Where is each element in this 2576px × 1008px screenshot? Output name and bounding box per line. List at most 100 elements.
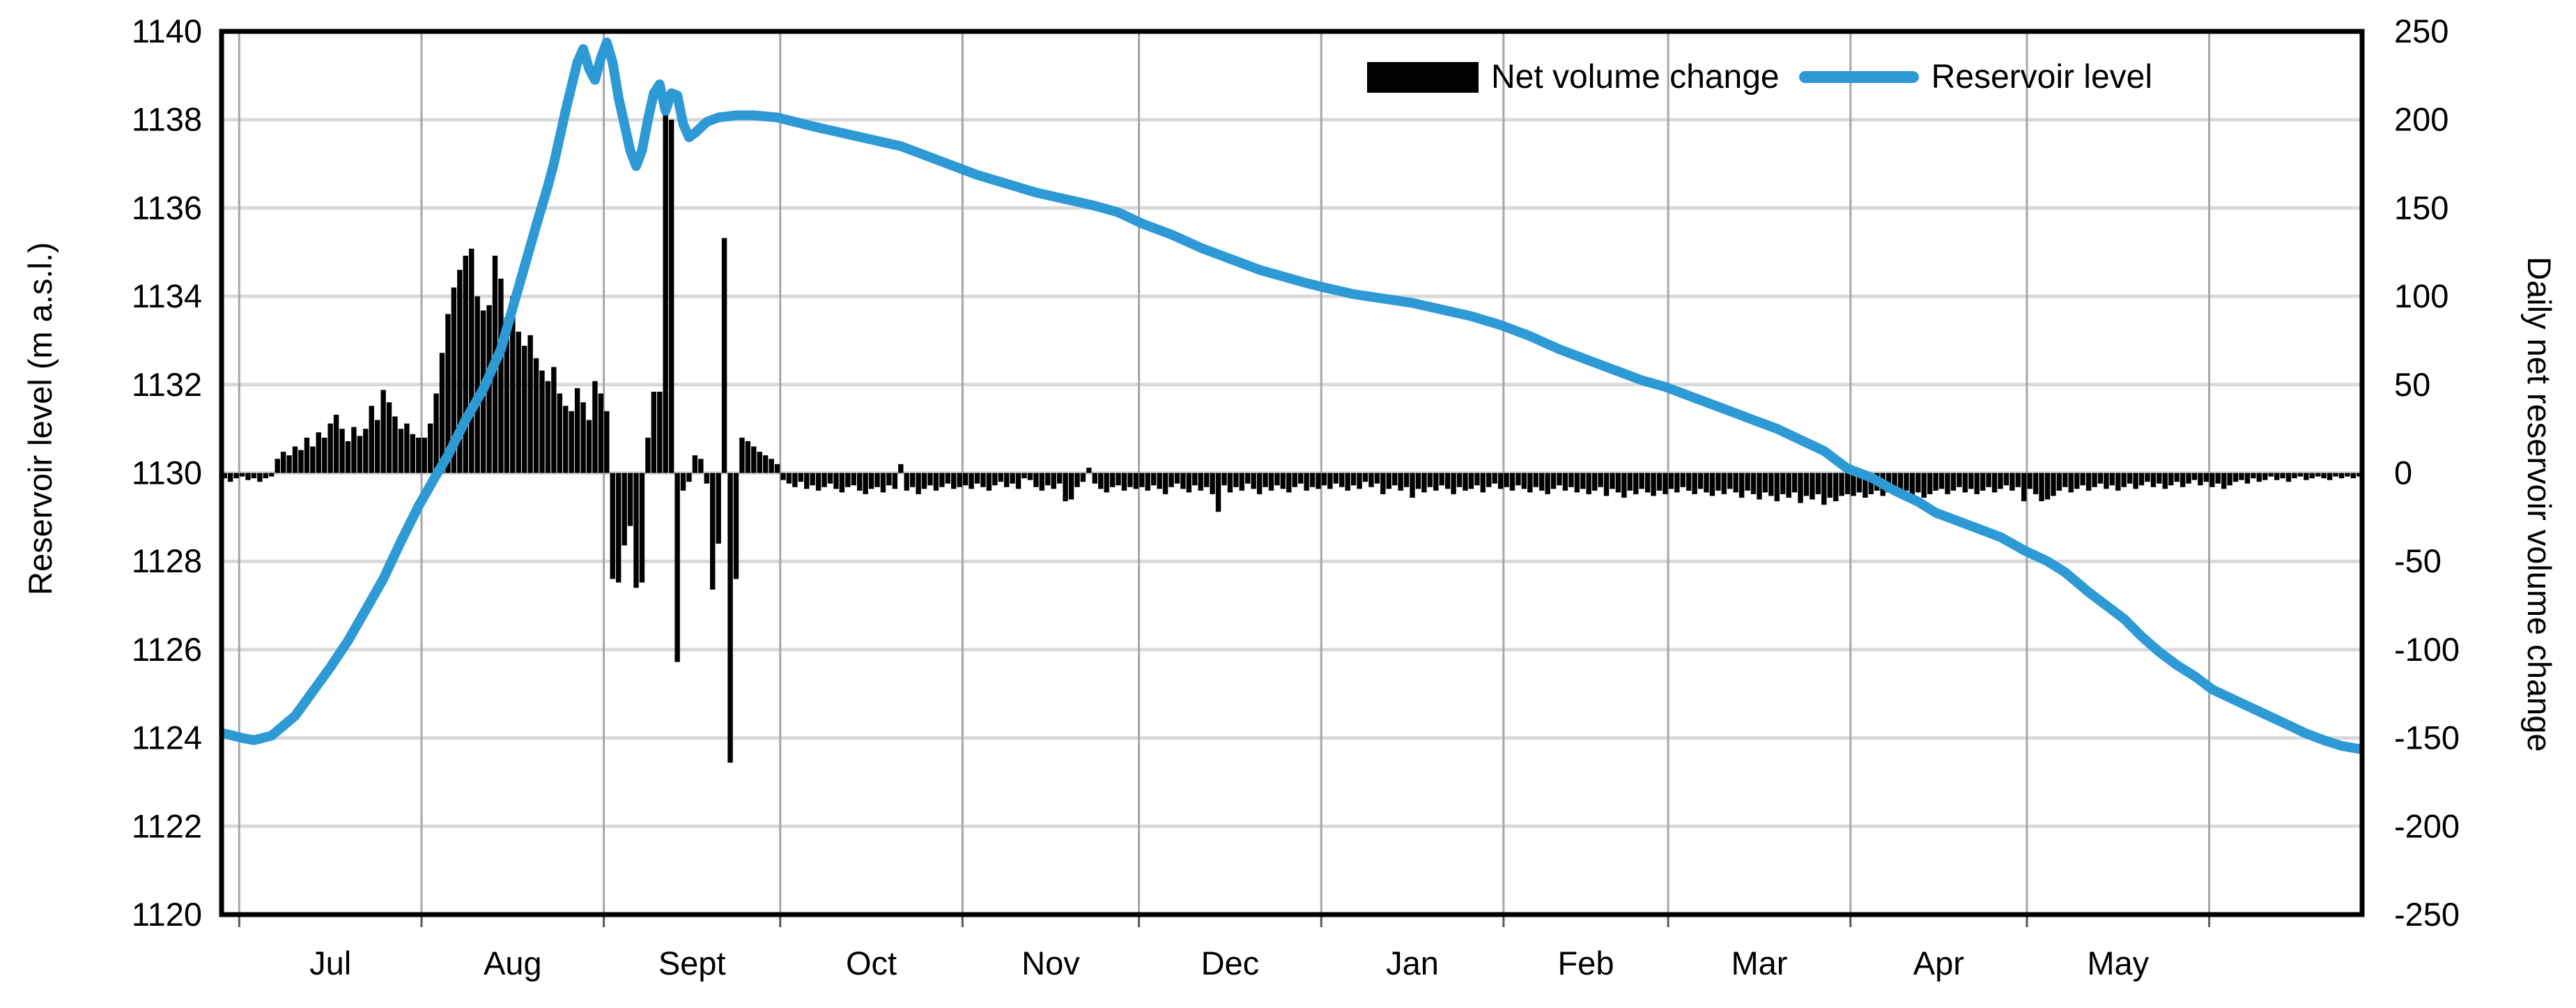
net-volume-change-bar xyxy=(933,473,939,491)
net-volume-change-bar xyxy=(657,391,663,473)
net-volume-change-bar xyxy=(639,473,645,583)
net-volume-change-bar xyxy=(774,464,780,473)
net-volume-change-bar xyxy=(1750,473,1757,494)
net-volume-change-bar xyxy=(1674,473,1680,493)
left-axis-tick-label: 1138 xyxy=(132,101,202,138)
net-volume-change-bar xyxy=(286,455,292,473)
net-volume-change-bar xyxy=(709,473,716,590)
month-label: Aug xyxy=(484,945,542,982)
net-volume-change-bar xyxy=(2121,473,2127,487)
net-volume-change-bar xyxy=(1656,473,1663,491)
net-volume-change-bar xyxy=(916,473,921,494)
net-volume-change-bar xyxy=(1768,473,1774,496)
net-volume-change-bar xyxy=(363,429,369,473)
net-volume-change-bar xyxy=(704,473,709,484)
net-volume-change-bar xyxy=(1721,473,1727,494)
net-volume-change-bar xyxy=(716,473,721,544)
left-axis-tick-label: 1120 xyxy=(132,896,202,933)
net-volume-change-bar xyxy=(1068,473,1074,500)
reservoir-level-swatch-icon xyxy=(1798,71,1919,83)
net-volume-change-bar xyxy=(668,119,674,473)
net-volume-change-bar xyxy=(404,423,410,473)
month-label: Sept xyxy=(658,945,726,982)
net-volume-change-bar xyxy=(1350,473,1357,486)
month-label: Nov xyxy=(1021,945,1080,982)
net-volume-change-bar xyxy=(1391,473,1398,486)
net-volume-change-bar xyxy=(2044,473,2051,500)
net-volume-change-bar xyxy=(1762,473,1768,493)
net-volume-change-bar xyxy=(2021,473,2027,502)
net-volume-change-bar xyxy=(1186,473,1192,493)
net-volume-change-bar xyxy=(1157,473,1162,489)
net-volume-change-bar xyxy=(1980,473,1986,491)
net-volume-change-bar xyxy=(721,238,727,473)
net-volume-change-bar xyxy=(1304,473,1309,491)
net-volume-change-bar xyxy=(904,473,909,491)
net-volume-change-bar xyxy=(1709,473,1715,496)
net-volume-change-bar xyxy=(2198,473,2203,486)
net-volume-change-bar xyxy=(1774,473,1780,502)
net-volume-change-bar xyxy=(1862,473,1868,498)
net-volume-change-bar xyxy=(1968,473,1974,489)
net-volume-change-bar xyxy=(1892,473,1897,489)
right-axis-tick-label: 250 xyxy=(2394,13,2448,49)
net-volume-change-bar xyxy=(1991,473,1998,493)
net-volume-change-bar xyxy=(269,473,275,477)
month-label: Oct xyxy=(846,945,897,982)
net-volume-change-bar xyxy=(1368,473,1374,487)
net-volume-change-bar xyxy=(1274,473,1280,486)
net-volume-change-bar xyxy=(1821,473,1827,505)
net-volume-change-bar xyxy=(1003,473,1010,487)
net-volume-change-bar xyxy=(222,473,227,479)
net-volume-change-bar xyxy=(2068,473,2074,493)
left-axis-tick-label: 1124 xyxy=(132,719,202,756)
net-volume-change-bar xyxy=(545,381,551,473)
net-volume-change-bar xyxy=(945,473,950,484)
net-volume-change-bar xyxy=(2203,473,2209,482)
net-volume-change-bar xyxy=(880,473,886,493)
net-volume-change-bar xyxy=(592,381,598,473)
net-volume-change-bar xyxy=(1921,473,1927,498)
net-volume-change-bar xyxy=(822,473,827,487)
net-volume-change-bar xyxy=(1251,473,1256,489)
net-volume-change-bar xyxy=(1080,473,1086,482)
net-volume-change-bar xyxy=(1562,473,1568,491)
net-volume-change-bar xyxy=(333,414,339,473)
net-volume-change-bar xyxy=(2239,473,2244,480)
net-volume-change-bar xyxy=(2092,473,2097,487)
net-volume-change-bar xyxy=(1815,473,1821,494)
net-volume-change-bar xyxy=(374,420,380,473)
net-volume-change-bar xyxy=(604,411,610,473)
net-volume-change-bar xyxy=(1474,473,1480,486)
net-volume-change-bar xyxy=(992,473,998,486)
net-volume-change-bar xyxy=(2285,473,2292,482)
net-volume-change-bar xyxy=(2350,473,2357,479)
net-volume-change-bar xyxy=(1986,473,1991,487)
net-volume-change-bar xyxy=(1292,473,1297,487)
net-volume-change-bar xyxy=(2309,473,2315,479)
reservoir-level-line xyxy=(219,37,2364,754)
net-volume-change-bar xyxy=(486,305,492,473)
net-volume-change-bar xyxy=(292,446,298,473)
net-volume-change-bar xyxy=(422,437,427,473)
net-volume-change-bar xyxy=(1810,473,1815,500)
net-volume-change-bar xyxy=(468,248,475,473)
net-volume-change-bar xyxy=(233,473,239,479)
net-volume-change-bar xyxy=(2056,473,2062,491)
net-volume-change-bar xyxy=(2292,473,2297,479)
net-volume-change-bar xyxy=(1833,473,1839,502)
net-volume-change-bar xyxy=(1897,473,1904,494)
net-volume-change-bar xyxy=(574,388,580,473)
net-volume-change-bar xyxy=(951,473,957,489)
net-volume-change-bar xyxy=(498,278,504,473)
net-volume-change-bar xyxy=(2115,473,2121,491)
net-volume-change-bar xyxy=(1550,473,1557,489)
net-volume-change-bar xyxy=(957,473,962,487)
net-volume-change-bar xyxy=(921,473,927,489)
net-volume-change-bar xyxy=(392,416,398,473)
net-volume-change-bar xyxy=(757,452,762,473)
net-volume-change-bar xyxy=(1427,473,1433,487)
net-volume-change-bar xyxy=(739,437,745,473)
net-volume-change-bar xyxy=(569,411,574,473)
net-volume-change-bar xyxy=(1738,473,1745,498)
